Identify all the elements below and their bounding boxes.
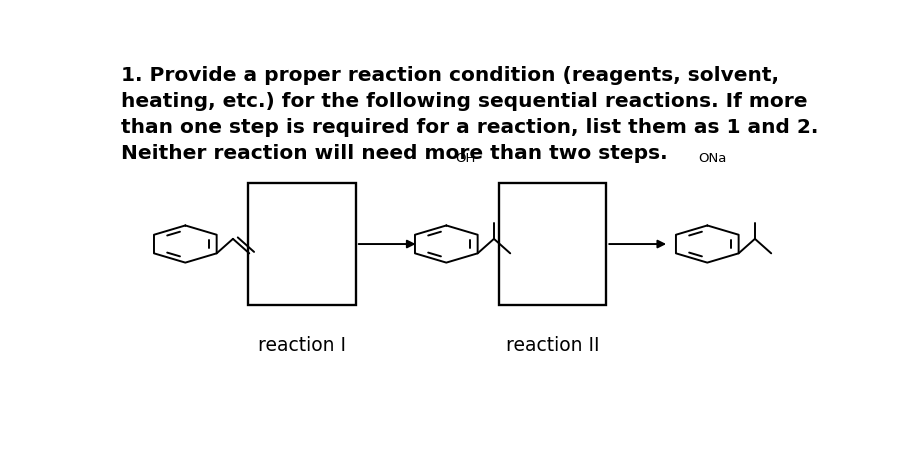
Text: OH: OH bbox=[455, 151, 476, 164]
Text: ONa: ONa bbox=[698, 151, 726, 164]
Text: heating, etc.) for the following sequential reactions. If more: heating, etc.) for the following sequent… bbox=[120, 92, 807, 111]
Text: than one step is required for a reaction, list them as 1 and 2.: than one step is required for a reaction… bbox=[120, 118, 818, 137]
Text: reaction I: reaction I bbox=[258, 335, 346, 354]
Text: Neither reaction will need more than two steps.: Neither reaction will need more than two… bbox=[120, 143, 667, 162]
Bar bbox=[248, 184, 356, 305]
Text: 1. Provide a proper reaction condition (reagents, solvent,: 1. Provide a proper reaction condition (… bbox=[120, 66, 779, 85]
Text: reaction II: reaction II bbox=[506, 335, 600, 354]
Bar bbox=[498, 184, 606, 305]
